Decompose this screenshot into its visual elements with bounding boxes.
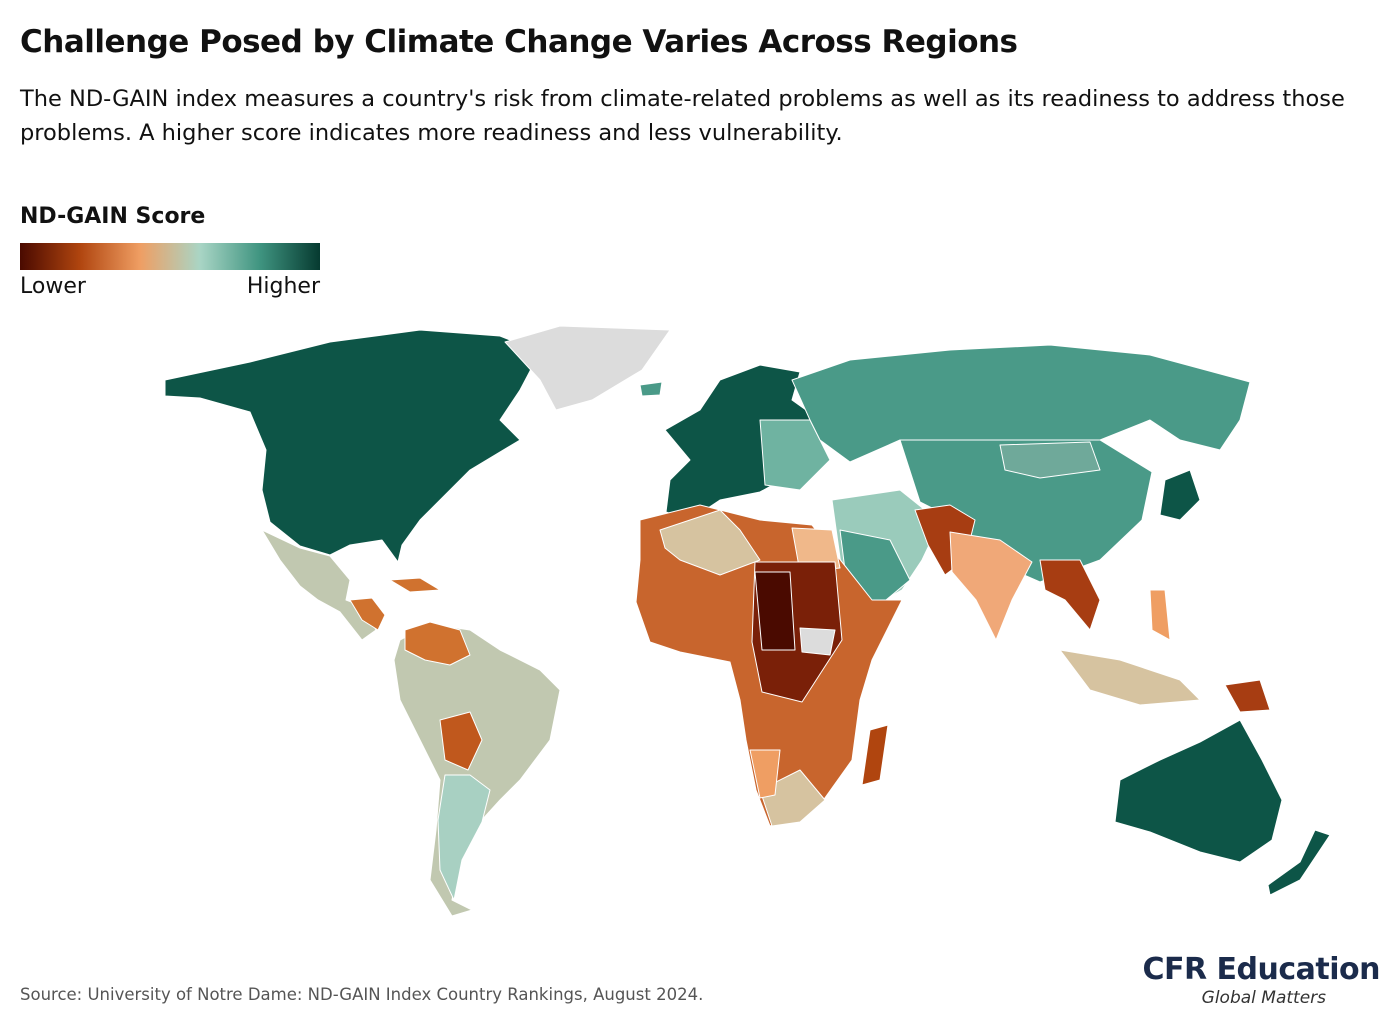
madagascar <box>861 724 889 786</box>
egypt <box>791 527 841 573</box>
central-america <box>349 597 386 631</box>
legend-high: Higher <box>246 274 320 299</box>
new-zealand <box>1267 829 1331 896</box>
png <box>1224 679 1271 713</box>
mongolia <box>999 441 1101 479</box>
caribbean <box>389 577 441 593</box>
legend-title: ND-GAIN Score <box>20 204 206 229</box>
india <box>949 531 1033 641</box>
brazil-region <box>393 623 561 917</box>
argentina-chile <box>437 774 491 901</box>
australia <box>1114 719 1283 863</box>
south-sudan <box>799 627 836 656</box>
venezuela-colombia <box>404 621 471 666</box>
indonesia <box>1059 649 1201 706</box>
namibia <box>749 749 781 799</box>
bolivia <box>439 711 483 771</box>
tagline: Global Matters <box>1201 988 1326 1008</box>
north-america <box>164 329 541 563</box>
title: Challenge Posed by Climate Change Varies… <box>20 24 1018 60</box>
subtitle: The ND-GAIN index measures a country's r… <box>20 86 1345 146</box>
north-africa <box>659 509 761 576</box>
legend-gradient <box>20 243 320 270</box>
iceland <box>639 381 663 397</box>
philippines <box>1149 589 1171 641</box>
legend-low: Lower <box>20 274 86 299</box>
mexico <box>261 529 377 641</box>
source: Source: University of Notre Dame: ND-GAI… <box>20 985 704 1004</box>
russia <box>791 344 1251 463</box>
japan-korea <box>1159 469 1201 521</box>
greenland <box>504 325 671 411</box>
brand: CFR Education <box>1142 952 1381 987</box>
chad <box>754 571 796 651</box>
southeast-asia <box>1039 559 1101 631</box>
eastern-europe <box>759 419 831 491</box>
